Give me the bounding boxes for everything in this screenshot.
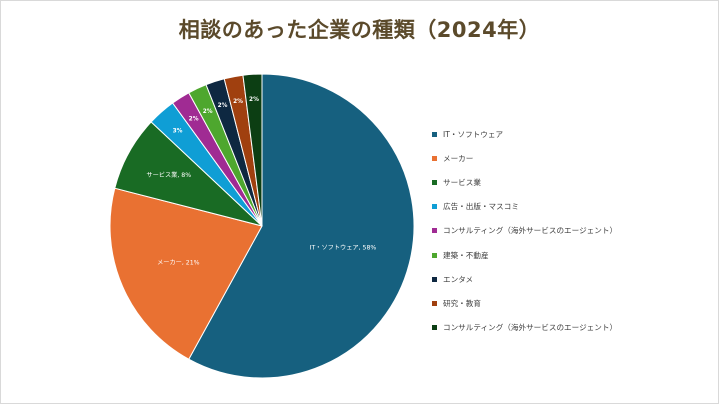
legend-swatch — [432, 155, 437, 161]
legend-swatch — [432, 325, 437, 331]
slice-data-label: サービス業, 8% — [146, 171, 191, 179]
slice-data-label: メーカー, 21% — [157, 260, 200, 267]
legend-label: エンタメ — [443, 274, 474, 284]
legend-label: メーカー — [443, 153, 474, 163]
slice-data-label: 2% — [249, 97, 259, 103]
legend-label: コンサルティング（海外サービスのエージェント） — [443, 226, 618, 236]
legend-swatch — [432, 131, 437, 137]
legend-swatch — [432, 276, 437, 282]
legend-item: IT・ソフトウェア — [432, 122, 716, 146]
chart-title: 相談のあった企業の種類（2024年） — [178, 18, 541, 42]
pie-slice — [242, 73, 263, 227]
legend-swatch — [432, 204, 437, 210]
slice-data-label: 2% — [189, 117, 199, 123]
legend-item: コンサルティング（海外サービスのエージェント） — [432, 316, 716, 340]
pie-slice — [109, 187, 263, 360]
slice-data-label: IT・ソフトウェア, 58% — [310, 243, 377, 251]
legend-swatch — [432, 228, 437, 234]
slice-data-label: 3% — [173, 129, 183, 135]
legend-label: サービス業 — [443, 177, 481, 187]
legend-label: 広告・出版・マスコミ — [443, 202, 519, 212]
legend-label: 建築・不動産 — [443, 250, 489, 260]
slice-data-label: 2% — [233, 99, 243, 105]
legend-swatch — [432, 179, 437, 185]
legend-label: IT・ソフトウェア — [443, 129, 504, 139]
legend-item: 研究・教育 — [432, 291, 716, 315]
legend-label: 研究・教育 — [443, 298, 481, 308]
slice-data-label: 2% — [203, 109, 213, 115]
legend-item: 建築・不動産 — [432, 243, 716, 267]
legend-swatch — [432, 300, 437, 306]
pie-slice — [188, 73, 415, 379]
legend-item: エンタメ — [432, 267, 716, 291]
legend-item: 広告・出版・マスコミ — [432, 195, 716, 219]
legend-label: コンサルティング（海外サービスのエージェント） — [443, 323, 618, 333]
legend-item: メーカー — [432, 146, 716, 170]
legend-swatch — [432, 252, 437, 258]
slice-data-label: 2% — [218, 103, 228, 109]
legend-item: コンサルティング（海外サービスのエージェント） — [432, 219, 716, 243]
chart-legend: IT・ソフトウェア メーカーサービス業広告・出版・マスコミコンサルティング（海外サ… — [432, 122, 716, 340]
legend-item: サービス業 — [432, 170, 716, 194]
